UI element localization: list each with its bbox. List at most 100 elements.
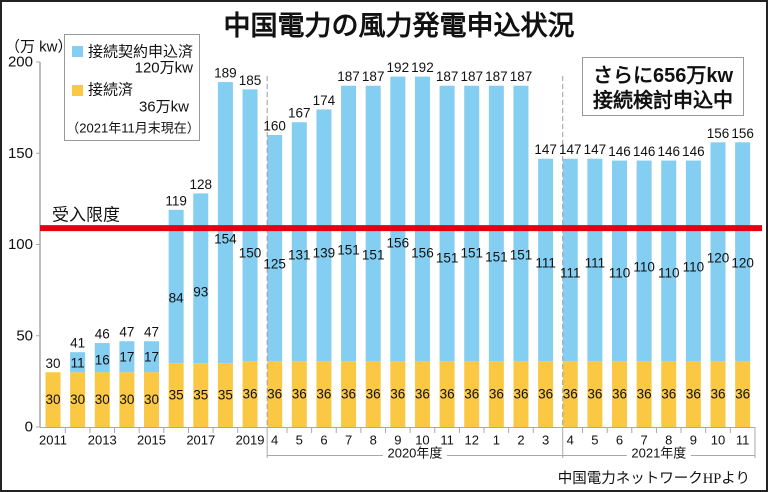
y-tick-label: 0 bbox=[25, 419, 33, 436]
y-tick-label: 150 bbox=[8, 145, 33, 162]
acceptance-limit-label: 受入限度 bbox=[52, 206, 120, 225]
bar-connected bbox=[45, 372, 61, 427]
value-label-applied: 151 bbox=[362, 248, 385, 263]
bar-connected bbox=[217, 363, 233, 427]
value-label-applied: 151 bbox=[436, 251, 459, 266]
value-label-applied: 111 bbox=[585, 256, 606, 271]
value-label-applied: 110 bbox=[658, 266, 680, 281]
value-label-applied: 151 bbox=[337, 243, 360, 258]
value-label-connected: 36 bbox=[661, 387, 676, 402]
x-tick-label: 1 bbox=[493, 433, 500, 448]
value-label-connected: 35 bbox=[193, 388, 208, 403]
value-label-applied: 151 bbox=[460, 246, 483, 261]
bar-connected bbox=[316, 361, 332, 427]
value-label-connected: 36 bbox=[292, 387, 307, 402]
bar-connected bbox=[439, 361, 455, 427]
annotation-box bbox=[582, 57, 744, 116]
value-label-total: 160 bbox=[263, 119, 286, 134]
value-label-applied: 131 bbox=[288, 248, 311, 263]
bar-connected bbox=[94, 372, 110, 427]
value-label-total: 187 bbox=[436, 69, 459, 84]
value-label-applied: 17 bbox=[144, 350, 159, 365]
value-label-applied: 17 bbox=[119, 350, 134, 365]
x-tick-label: 10 bbox=[711, 433, 725, 448]
value-label-total: 41 bbox=[70, 336, 85, 351]
bar-connected bbox=[538, 361, 554, 427]
bar-connected bbox=[193, 363, 209, 427]
value-label-applied: 154 bbox=[214, 232, 237, 247]
legend-label-applied: 接続契約申込済 bbox=[88, 44, 193, 61]
value-label-applied: 156 bbox=[411, 246, 434, 261]
bar-connected bbox=[414, 361, 430, 427]
value-label-applied: 150 bbox=[239, 246, 262, 261]
bar-applied bbox=[464, 85, 480, 362]
x-tick-label: 2 bbox=[517, 433, 524, 448]
annotation-line-2: 接続検討申込中 bbox=[593, 88, 733, 112]
annotation-line-1: さらに656万kw bbox=[593, 64, 733, 87]
x-tick-label: 11 bbox=[736, 433, 750, 448]
legend-swatch-applied bbox=[72, 46, 83, 57]
value-label-applied: 11 bbox=[71, 356, 85, 371]
bar-connected bbox=[464, 361, 480, 427]
legend-value-connected: 36万kw bbox=[139, 99, 189, 116]
bar-connected bbox=[562, 361, 578, 427]
value-label-total: 146 bbox=[633, 144, 656, 159]
x-tick-label: 5 bbox=[296, 433, 303, 448]
value-label-connected: 35 bbox=[169, 388, 184, 403]
x-tick-label: 2017 bbox=[186, 433, 215, 448]
value-label-total: 156 bbox=[731, 126, 754, 141]
bar-applied bbox=[70, 352, 86, 373]
bar-applied bbox=[710, 142, 726, 362]
value-label-applied: 16 bbox=[95, 353, 110, 368]
value-label-total: 147 bbox=[559, 142, 582, 157]
value-label-connected: 36 bbox=[415, 387, 430, 402]
x-tick-label: 6 bbox=[616, 433, 623, 448]
value-label-connected: 36 bbox=[735, 387, 750, 402]
bar-connected bbox=[611, 361, 627, 427]
value-label-applied: 156 bbox=[387, 236, 410, 251]
bar-applied bbox=[168, 209, 184, 364]
x-tick-label: 10 bbox=[415, 433, 429, 448]
value-label-total: 185 bbox=[239, 73, 262, 88]
x-tick-label: 6 bbox=[320, 433, 327, 448]
bar-applied bbox=[217, 82, 233, 364]
value-label-total: 167 bbox=[288, 106, 311, 121]
value-label-connected: 36 bbox=[686, 387, 701, 402]
legend-label-connected: 接続済 bbox=[88, 82, 133, 99]
value-label-total: 47 bbox=[144, 325, 159, 340]
value-label-total: 192 bbox=[387, 60, 410, 75]
value-label-applied: 139 bbox=[313, 246, 336, 261]
bar-applied bbox=[341, 85, 357, 362]
x-tick-label: 8 bbox=[370, 433, 377, 448]
bar-applied bbox=[587, 158, 603, 362]
value-label-applied: 111 bbox=[535, 256, 556, 271]
value-label-connected: 36 bbox=[366, 387, 381, 402]
value-label-connected: 36 bbox=[243, 387, 258, 402]
x-tick-label: 12 bbox=[464, 433, 478, 448]
x-tick-label: 8 bbox=[665, 433, 672, 448]
value-label-connected: 36 bbox=[587, 387, 602, 402]
value-label-total: 147 bbox=[584, 142, 607, 157]
value-label-connected: 35 bbox=[218, 388, 233, 403]
x-tick-label: 4 bbox=[271, 433, 278, 448]
value-label-connected: 36 bbox=[316, 387, 331, 402]
bar-connected bbox=[735, 361, 751, 427]
value-label-total: 187 bbox=[510, 69, 533, 84]
value-label-applied: 93 bbox=[193, 285, 208, 300]
x-tick-label: 11 bbox=[440, 433, 454, 448]
bar-applied bbox=[193, 193, 209, 364]
value-label-connected: 36 bbox=[538, 387, 553, 402]
x-axis-labels: 2011 2013 2015 2017 2019 4 5 6 7 8 9 10 11 12 1 2 3 4 5 6 7 8… bbox=[39, 427, 756, 461]
value-label-connected: 36 bbox=[390, 387, 405, 402]
fiscal-year-label: 2020年度 bbox=[387, 446, 442, 461]
bar-connected bbox=[341, 361, 357, 427]
bars bbox=[45, 76, 751, 427]
value-label-connected: 36 bbox=[637, 387, 652, 402]
value-label-applied: 110 bbox=[609, 266, 631, 281]
value-label-connected: 36 bbox=[267, 387, 282, 402]
bar-applied bbox=[390, 76, 406, 362]
value-label-total: 187 bbox=[362, 69, 385, 84]
bar-connected bbox=[587, 361, 603, 427]
bar-connected bbox=[267, 361, 283, 427]
